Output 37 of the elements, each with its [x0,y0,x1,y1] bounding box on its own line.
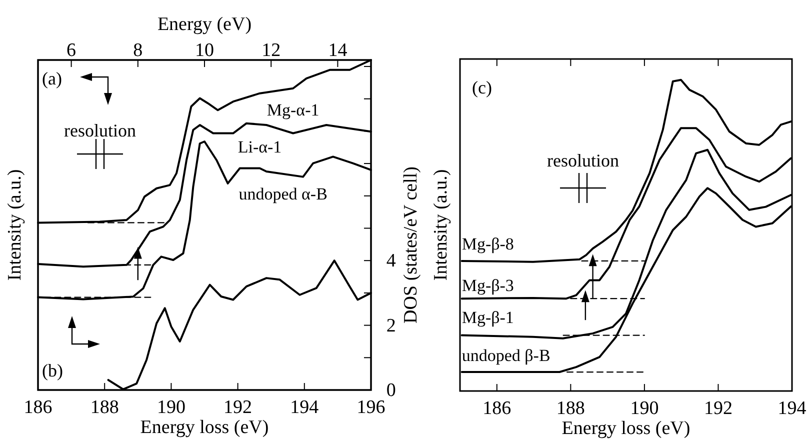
series-label: Mg-β-1 [462,308,514,327]
series-label: Mg-β-3 [462,276,514,296]
series-label: Mg-α-1 [266,100,320,120]
x-tick-label: 190 [630,398,659,419]
series-label: Li-α-1 [238,138,282,157]
x-axis-title: Energy loss (eV) [562,418,690,439]
x-tick-label: 188 [556,398,585,419]
x-tick-label: 186 [24,397,52,418]
x2-tick-label: 8 [133,40,143,61]
series-label: undoped β-B [462,346,550,366]
series-label: Mg-β-8 [462,234,514,254]
y2-tick-label: 0 [386,380,396,402]
annotation: resolution [547,150,619,170]
annotation: (a) [42,68,62,88]
x-axis-title: Energy loss (eV) [140,417,269,438]
series-label: undoped α-B [238,184,328,204]
x-tick-label: 192 [224,397,252,418]
y2-tick-label: 4 [386,250,396,272]
x2-tick-label: 10 [195,40,214,61]
x2-tick-label: 14 [328,40,348,61]
x-tick-label: 194 [778,398,807,419]
x2-axis-title: Energy (eV) [157,14,252,35]
x-tick-label: 192 [704,398,732,419]
x-tick-label: 190 [156,397,186,418]
y-axis-title: Intensity (a.u.) [430,169,452,281]
x-tick-label: 186 [482,398,512,419]
y-axis-title: Intensity (a.u.) [4,169,26,281]
annotation: resolution [64,120,136,140]
x-tick-label: 196 [356,397,386,418]
x-tick-label: 194 [290,397,320,418]
x-tick-label: 188 [90,397,119,418]
y2-tick-label: 2 [386,315,396,336]
x2-tick-label: 12 [262,40,281,61]
x2-tick-label: 6 [66,40,76,61]
y2-axis-title: DOS (states/eV cell) [400,166,422,324]
annotation: (c) [472,77,492,98]
annotation: (b) [42,360,63,380]
